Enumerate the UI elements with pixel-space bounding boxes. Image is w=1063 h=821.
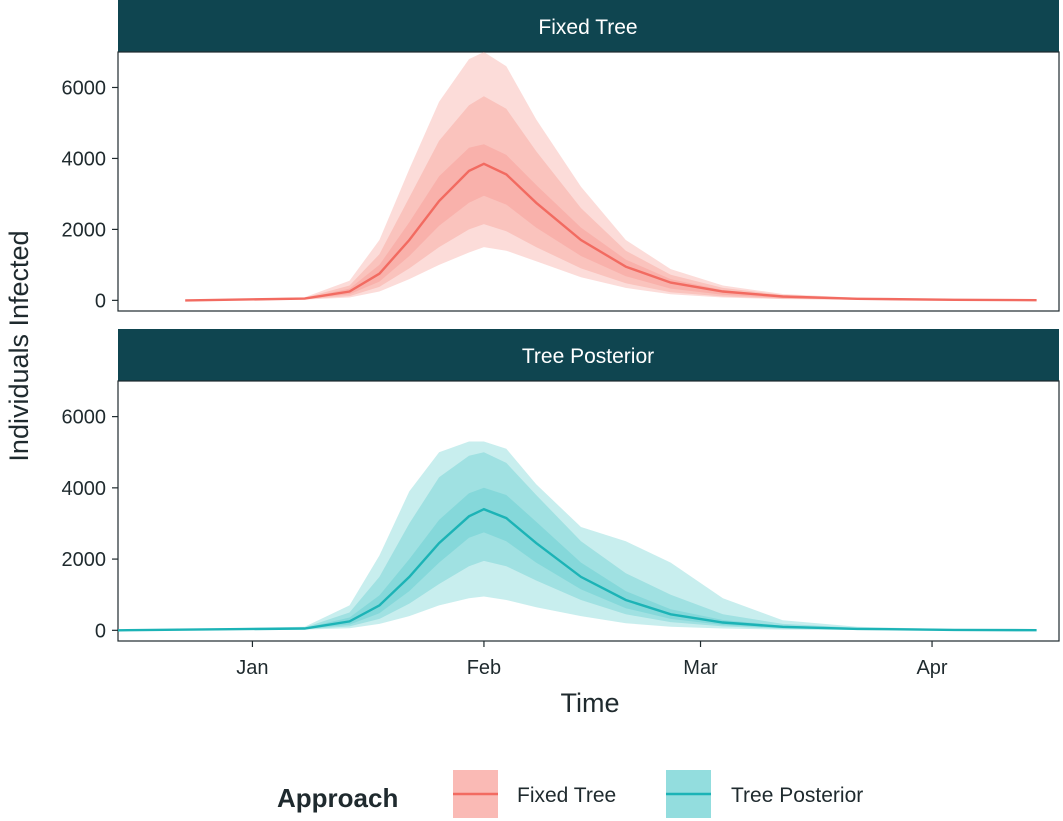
y-axis-title: Individuals Infected	[4, 230, 34, 461]
y-tick-label: 6000	[62, 407, 107, 429]
legend-title: Approach	[277, 783, 398, 813]
band-1	[118, 441, 1037, 631]
strip-fixed-tree	[118, 0, 1059, 52]
y-tick-label: 0	[95, 290, 106, 312]
bands-fixed-tree	[185, 52, 1037, 301]
x-tick-label: Feb	[467, 657, 501, 679]
y-tick-label: 6000	[62, 77, 107, 99]
x-tick-label: Apr	[916, 657, 947, 679]
legend: Approach Fixed Tree Tree Posterior	[277, 770, 863, 818]
legend-label-fixed-tree: Fixed Tree	[517, 784, 616, 807]
x-tick-label: Mar	[683, 657, 718, 679]
x-axis-title: Time	[561, 688, 620, 718]
bands-tree-posterior	[118, 441, 1037, 631]
y-tick-label: 4000	[62, 148, 107, 170]
median-line-tree-posterior	[117, 507, 1037, 632]
band-2	[118, 452, 1037, 631]
legend-label-tree-posterior: Tree Posterior	[731, 784, 863, 807]
median-line-fixed-tree	[185, 162, 1037, 302]
y-tick-label: 4000	[62, 478, 107, 500]
plot-area-fixed-tree	[117, 51, 1060, 312]
band-3	[185, 144, 1037, 301]
plot-area-tree-posterior	[117, 380, 1060, 642]
y-tick-label: 2000	[62, 219, 107, 241]
strip-label-fixed-tree: Fixed Tree	[538, 16, 637, 39]
strip-tree-posterior	[118, 329, 1059, 381]
y-axis-fixed-tree: 0 2000 4000 6000	[62, 77, 118, 312]
band-1	[185, 52, 1037, 301]
x-axis: Jan Feb Mar Apr	[236, 641, 948, 679]
panel-tree-posterior: Tree Posterior 0 2000 4000 6000	[62, 329, 1060, 642]
x-tick-label: Jan	[236, 657, 268, 679]
panel-fixed-tree: Fixed Tree 0 2000 4000 6000	[62, 0, 1060, 312]
y-tick-label: 0	[95, 620, 106, 642]
strip-label-tree-posterior: Tree Posterior	[522, 345, 654, 368]
y-tick-label: 2000	[62, 549, 107, 571]
y-axis-tree-posterior: 0 2000 4000 6000	[62, 407, 118, 642]
